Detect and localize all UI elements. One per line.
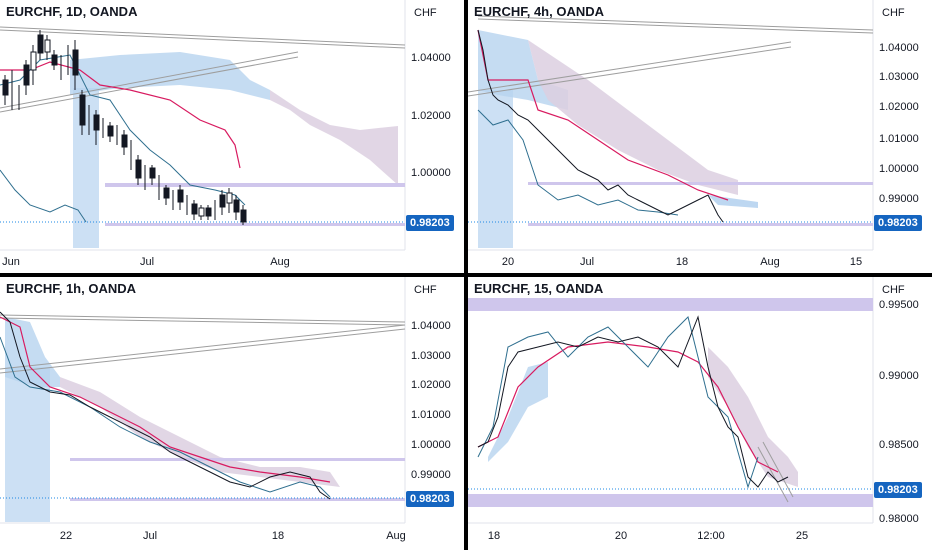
currency-label: CHF bbox=[414, 284, 437, 296]
price-line bbox=[0, 311, 331, 500]
chart-pane-4h[interactable]: EURCHF, 4h, OANDA CHF 1.04000 1.03000 1.… bbox=[468, 0, 932, 273]
y-tick-label: 1.04000 bbox=[411, 52, 451, 64]
trendline-rising-a bbox=[0, 51, 299, 109]
kijun-line bbox=[0, 316, 331, 483]
x-tick-label: Jul bbox=[142, 530, 158, 542]
kumo-cloud-bear bbox=[708, 347, 798, 487]
currency-label: CHF bbox=[882, 7, 905, 19]
trendline-upper-a bbox=[0, 314, 406, 323]
x-tick-label: 20 bbox=[614, 530, 628, 542]
y-tick-label: 0.98000 bbox=[879, 513, 919, 525]
trendline-rising-b bbox=[0, 56, 299, 113]
chart-plot-1d bbox=[0, 0, 406, 251]
level-band bbox=[468, 494, 873, 507]
trendline-rising-b bbox=[0, 328, 406, 374]
lagging-line bbox=[477, 109, 679, 216]
last-price-badge: 0.98203 bbox=[406, 215, 454, 231]
last-price-badge: 0.98203 bbox=[406, 491, 454, 507]
y-tick-label: 1.00000 bbox=[411, 167, 451, 179]
level-band bbox=[105, 223, 405, 226]
y-tick-label: 0.98500 bbox=[879, 439, 919, 451]
kumo-cloud-bull bbox=[488, 362, 548, 462]
x-tick-label: 18 bbox=[675, 256, 689, 268]
y-tick-label: 1.00000 bbox=[879, 163, 919, 175]
x-tick-label: Jun bbox=[2, 256, 20, 268]
x-tick-label: Aug bbox=[386, 530, 406, 542]
lagging-line bbox=[0, 169, 87, 223]
y-tick-label: 1.04000 bbox=[411, 320, 451, 332]
currency-label: CHF bbox=[882, 284, 905, 296]
y-tick-label: 1.03000 bbox=[879, 71, 919, 83]
range-highlight bbox=[73, 88, 99, 248]
trendline-upper-b bbox=[0, 29, 406, 49]
y-tick-label: 1.01000 bbox=[879, 133, 919, 145]
range-highlight bbox=[478, 90, 513, 248]
chart-plot-15m bbox=[468, 277, 874, 524]
candles-1d bbox=[2, 30, 247, 225]
range-highlight bbox=[5, 367, 50, 522]
x-tick-label: 12:00 bbox=[697, 530, 725, 542]
level-band bbox=[70, 458, 405, 461]
last-price-badge: 0.98203 bbox=[874, 482, 922, 498]
x-tick-label: Jul bbox=[139, 256, 155, 268]
chart-plot-1h bbox=[0, 277, 406, 524]
trendline-falling-b bbox=[757, 446, 789, 503]
chart-title: EURCHF, 4h, OANDA bbox=[474, 4, 605, 19]
chart-title: EURCHF, 1D, OANDA bbox=[6, 4, 138, 19]
level-band bbox=[105, 183, 405, 187]
lagging-line bbox=[0, 336, 331, 498]
level-band bbox=[528, 182, 873, 185]
y-tick-label: 0.99500 bbox=[879, 299, 919, 311]
x-tick-label: 25 bbox=[795, 530, 809, 542]
x-tick-label: 22 bbox=[59, 530, 73, 542]
kumo-cloud-bear bbox=[60, 377, 340, 487]
y-tick-label: 1.00000 bbox=[411, 439, 451, 451]
y-tick-label: 0.99000 bbox=[879, 370, 919, 382]
chart-pane-15m[interactable]: EURCHF, 15, OANDA CHF 0.99500 0.99000 0.… bbox=[468, 277, 932, 550]
trendline-upper-a bbox=[477, 15, 874, 31]
price-line bbox=[477, 29, 724, 223]
kijun-line bbox=[0, 61, 241, 169]
trendline-rising-a bbox=[468, 41, 792, 93]
kumo-cloud-bull bbox=[708, 195, 758, 208]
x-tick-label: Aug bbox=[760, 256, 780, 268]
trendline-upper-b bbox=[0, 317, 406, 326]
trendline-rising-a bbox=[0, 324, 406, 370]
y-tick-label: 1.02000 bbox=[411, 110, 451, 122]
chart-pane-1h[interactable]: EURCHF, 1h, OANDA CHF 1.04000 1.03000 1.… bbox=[0, 277, 464, 550]
price-line bbox=[477, 315, 789, 488]
kumo-cloud-bull bbox=[5, 317, 60, 387]
x-tick-label: 20 bbox=[501, 256, 515, 268]
chart-plot-4h bbox=[468, 0, 874, 251]
kijun-line bbox=[477, 29, 729, 201]
last-price-badge: 0.98203 bbox=[874, 215, 922, 231]
currency-label: CHF bbox=[414, 7, 437, 19]
trendline-upper-a bbox=[0, 26, 406, 46]
level-band bbox=[528, 223, 873, 226]
level-band bbox=[70, 498, 405, 501]
kumo-cloud-bear bbox=[270, 90, 398, 185]
y-tick-label: 1.02000 bbox=[411, 379, 451, 391]
trendline-upper-b bbox=[477, 18, 874, 34]
x-tick-label: Jul bbox=[579, 256, 595, 268]
trendline-rising-b bbox=[468, 46, 792, 97]
kijun-line bbox=[477, 341, 779, 473]
y-tick-label: 0.99000 bbox=[411, 469, 451, 481]
trendline-falling-a bbox=[762, 441, 794, 498]
y-tick-label: 1.03000 bbox=[411, 350, 451, 362]
y-tick-label: 1.04000 bbox=[879, 42, 919, 54]
x-tick-label: 18 bbox=[487, 530, 501, 542]
chart-title: EURCHF, 15, OANDA bbox=[474, 281, 604, 296]
pane-divider-horizontal[interactable] bbox=[0, 273, 932, 277]
x-tick-label: Aug bbox=[270, 256, 290, 268]
y-tick-label: 1.02000 bbox=[879, 101, 919, 113]
chart-title: EURCHF, 1h, OANDA bbox=[6, 281, 137, 296]
chart-pane-1d[interactable]: EURCHF, 1D, OANDA CHF 1.04000 1.02000 1.… bbox=[0, 0, 464, 273]
x-tick-label: 15 bbox=[849, 256, 863, 268]
y-tick-label: 0.99000 bbox=[879, 193, 919, 205]
y-tick-label: 1.01000 bbox=[411, 409, 451, 421]
level-band bbox=[468, 298, 873, 311]
x-tick-label: 18 bbox=[271, 530, 285, 542]
